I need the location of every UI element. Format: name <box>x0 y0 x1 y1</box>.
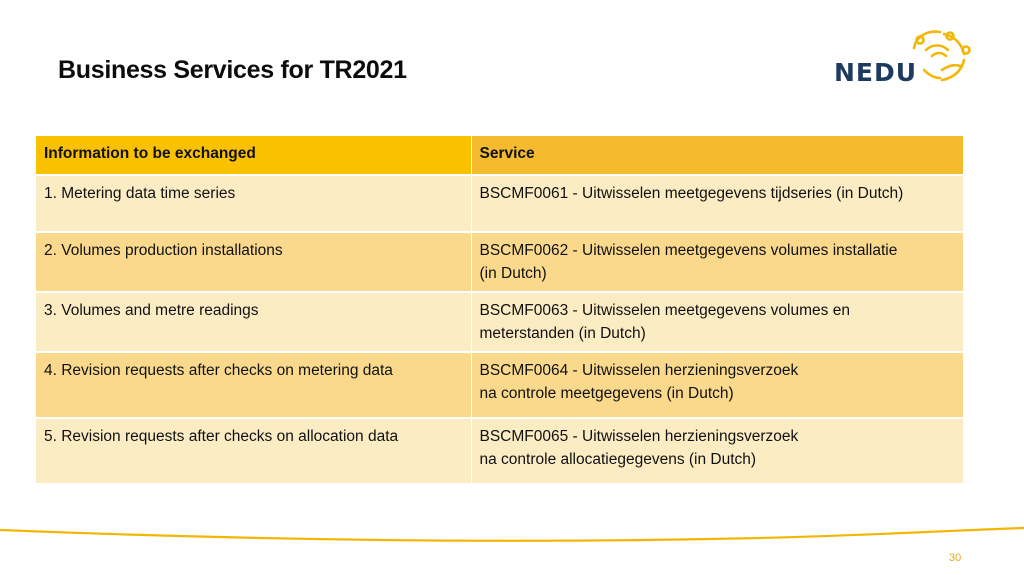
table-row: 5. Revision requests after checks on all… <box>36 418 964 485</box>
info-cell: 4. Revision requests after checks on met… <box>36 352 472 419</box>
page-number: 30 <box>949 552 962 564</box>
service-cell: BSCMF0064 - Uitwisselen herzieningsverzo… <box>471 352 964 419</box>
info-cell: 3. Volumes and metre readings <box>36 292 472 353</box>
service-line: na controle allocatiegegevens (in Dutch) <box>479 451 757 468</box>
table-header-row: Information to be exchanged Service <box>36 136 964 176</box>
info-cell: 5. Revision requests after checks on all… <box>36 418 472 485</box>
table-row: 4. Revision requests after checks on met… <box>36 352 964 419</box>
service-line: (in Dutch) <box>479 265 547 282</box>
service-line: na controle meetgegevens (in Dutch) <box>479 385 734 402</box>
service-line: BSCMF0062 - Uitwisselen meetgegevens vol… <box>479 242 898 259</box>
service-cell: BSCMF0065 - Uitwisselen herzieningsverzo… <box>471 418 964 485</box>
slide-title: Business Services for TR2021 <box>58 56 407 84</box>
service-cell: BSCMF0062 - Uitwisselen meetgegevens vol… <box>471 232 964 293</box>
table-row: 3. Volumes and metre readings BSCMF0063 … <box>36 292 964 353</box>
logo-text: NEDU <box>834 58 918 87</box>
nedu-logo: NEDU <box>830 26 980 87</box>
service-cell: BSCMF0061 - Uitwisselen meetgegevens tij… <box>471 175 964 233</box>
table-row: 1. Metering data time series BSCMF0061 -… <box>36 175 964 233</box>
service-line: BSCMF0063 - Uitwisselen meetgegevens vol… <box>479 302 850 319</box>
info-cell: 1. Metering data time series <box>36 175 472 233</box>
service-line: BSCMF0065 - Uitwisselen herzieningsverzo… <box>479 428 799 445</box>
service-cell: BSCMF0063 - Uitwisselen meetgegevens vol… <box>471 292 964 353</box>
people-circle-logo-icon <box>912 30 971 82</box>
decorative-wave-line <box>0 526 1024 542</box>
services-table: Information to be exchanged Service 1. M… <box>36 136 964 485</box>
service-line: BSCMF0064 - Uitwisselen herzieningsverzo… <box>479 362 799 379</box>
info-cell: 2. Volumes production installations <box>36 232 472 293</box>
table-row: 2. Volumes production installations BSCM… <box>36 232 964 293</box>
header-service: Service <box>471 136 964 176</box>
header-information: Information to be exchanged <box>36 136 472 176</box>
service-line: BSCMF0061 - Uitwisselen meetgegevens tij… <box>479 185 904 202</box>
service-line: meterstanden (in Dutch) <box>479 325 646 342</box>
